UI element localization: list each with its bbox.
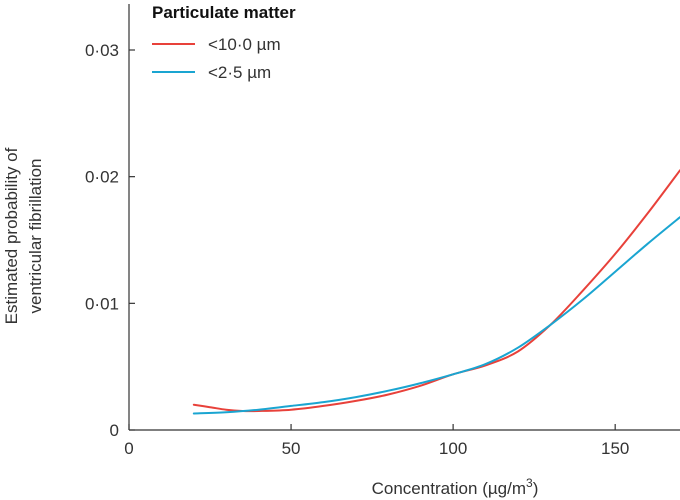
x-ticks: 0 50 100 150	[124, 424, 629, 458]
x-tick-label: 150	[601, 439, 629, 458]
legend-label: <10·0 µm	[208, 35, 281, 54]
axes	[128, 4, 680, 431]
y-ticks: 0 0·01 0·02 0·03	[85, 41, 135, 440]
y-tick-label: 0	[110, 421, 119, 440]
y-tick-label: 0·02	[85, 168, 119, 187]
y-tick-label: 0·01	[85, 294, 119, 313]
y-axis-title: Estimated probability of ventricular fibr…	[2, 147, 45, 324]
legend: Particulate matter <10·0 µm <2·5 µm	[152, 3, 296, 82]
x-axis-title-suffix: )	[533, 479, 539, 498]
series-line-1	[192, 216, 680, 415]
y-tick-label: 0·03	[85, 41, 119, 60]
x-tick-label: 100	[439, 439, 467, 458]
x-tick-label: 50	[282, 439, 301, 458]
x-axis-title-text: Concentration (µg/m	[372, 479, 526, 498]
series-line-0	[192, 169, 680, 413]
y-axis-title-line: Estimated probability of	[2, 147, 21, 324]
y-axis-title-line: ventricular fibrillation	[26, 159, 45, 314]
x-axis-title-superscript: 3	[526, 476, 533, 490]
x-axis-title: Concentration (µg/m3)	[372, 476, 539, 498]
series-group	[192, 169, 680, 415]
x-tick-label: 0	[124, 439, 133, 458]
legend-label: <2·5 µm	[208, 63, 271, 82]
legend-title: Particulate matter	[152, 3, 296, 22]
